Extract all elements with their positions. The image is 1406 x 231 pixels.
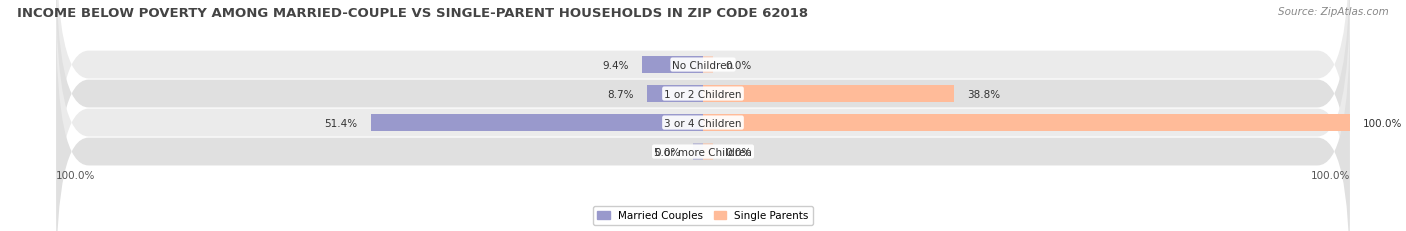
Bar [643,57,703,74]
Text: 100.0%: 100.0% [56,171,96,181]
Bar [703,143,713,160]
FancyBboxPatch shape [56,21,1350,231]
Text: 100.0%: 100.0% [1310,171,1350,181]
Text: 1 or 2 Children: 1 or 2 Children [664,89,742,99]
Text: 100.0%: 100.0% [1362,118,1402,128]
Bar [703,115,1350,131]
Text: INCOME BELOW POVERTY AMONG MARRIED-COUPLE VS SINGLE-PARENT HOUSEHOLDS IN ZIP COD: INCOME BELOW POVERTY AMONG MARRIED-COUPL… [17,7,808,20]
Text: 0.0%: 0.0% [654,147,681,157]
FancyBboxPatch shape [56,0,1350,196]
Text: 3 or 4 Children: 3 or 4 Children [664,118,742,128]
Text: 8.7%: 8.7% [607,89,634,99]
Bar [693,143,703,160]
FancyBboxPatch shape [56,0,1350,225]
FancyBboxPatch shape [56,0,1350,231]
Text: 38.8%: 38.8% [967,89,1000,99]
Text: 5 or more Children: 5 or more Children [654,147,752,157]
Text: 0.0%: 0.0% [725,60,752,70]
Text: No Children: No Children [672,60,734,70]
Bar [647,86,703,103]
Text: 0.0%: 0.0% [725,147,752,157]
Text: 51.4%: 51.4% [325,118,357,128]
Text: Source: ZipAtlas.com: Source: ZipAtlas.com [1278,7,1389,17]
Text: 9.4%: 9.4% [603,60,630,70]
Bar [703,86,953,103]
Bar [371,115,703,131]
Legend: Married Couples, Single Parents: Married Couples, Single Parents [593,207,813,225]
Bar [703,57,713,74]
